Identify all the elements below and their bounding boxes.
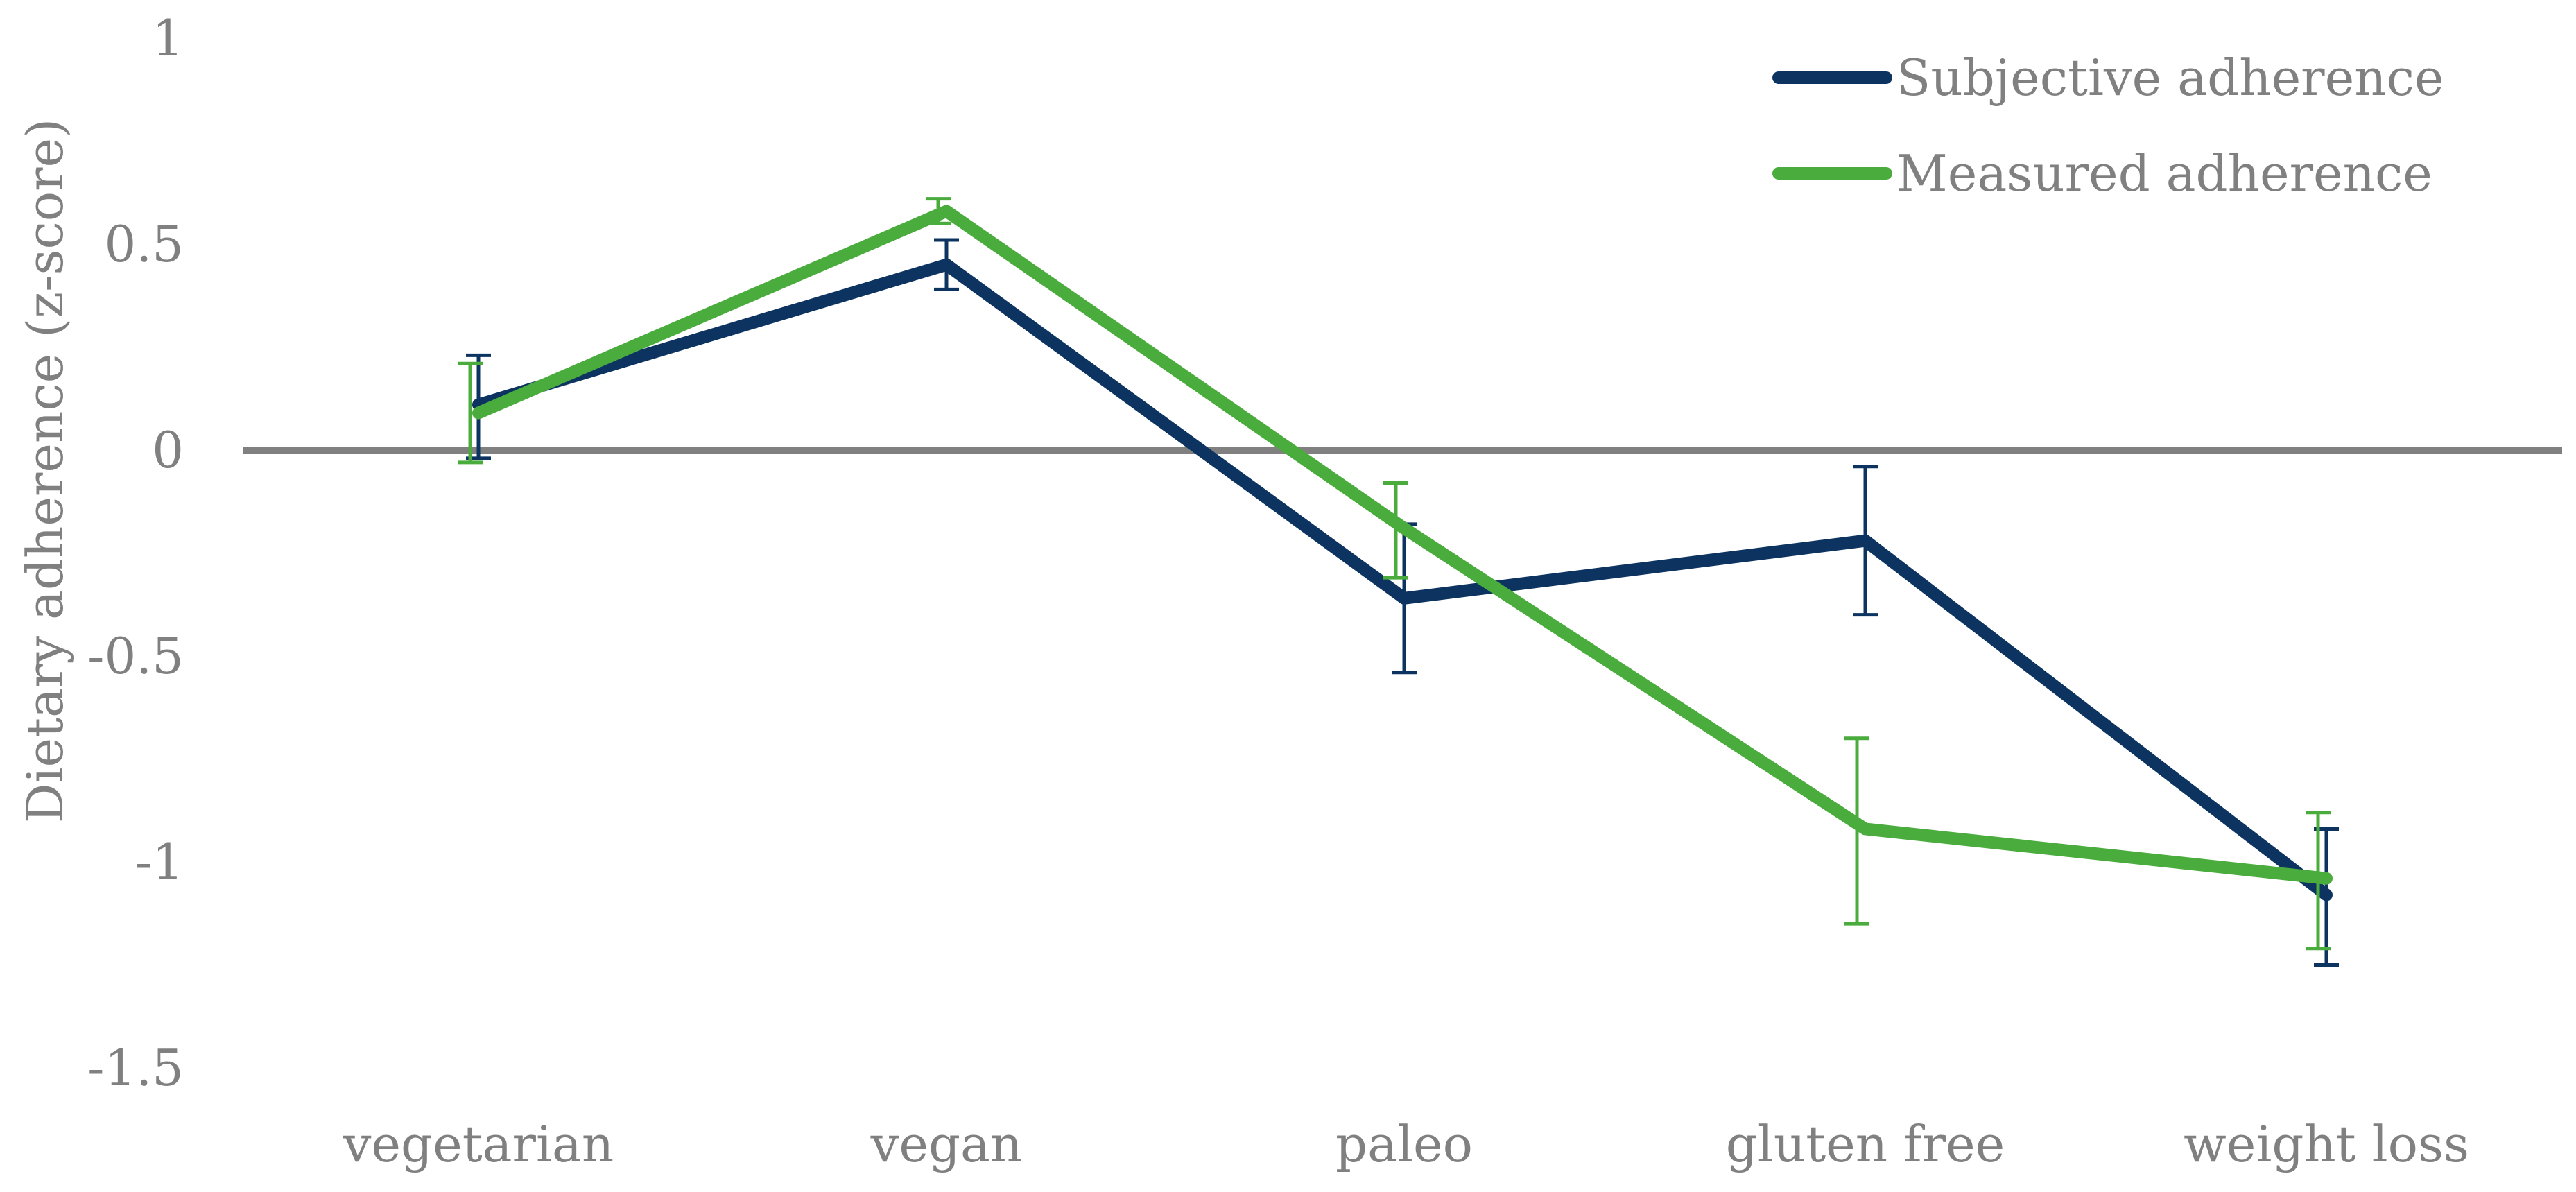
y-axis-ticks: 1 0.5 0 -0.5 -1 -1.5 [87,9,184,1097]
y-axis-title: Dietary adherence (z-score) [16,119,74,824]
y-tick-label: -1.5 [87,1039,184,1097]
series-line [472,205,2333,885]
x-category-label: vegan [870,1115,1023,1173]
series-layer [458,197,2339,967]
x-category-label: paleo [1335,1115,1473,1173]
y-tick-label: -1 [135,833,184,891]
x-category-label: vegetarian [343,1115,614,1173]
x-axis-category-labels: vegetarian vegan paleo gluten free weight lo… [343,1115,2469,1173]
x-category-label: weight loss [2184,1115,2469,1173]
y-tick-label: 0.5 [104,215,184,273]
legend-item: Measured adherence [1772,144,2432,202]
y-tick-label: 1 [152,9,184,67]
series-subjective [466,238,2339,967]
y-tick-label: 0 [152,421,184,479]
error-bar [1844,736,1869,926]
legend: Subjective adherence Measured adherence [1772,49,2444,202]
error-bar [458,361,483,465]
error-bar [1383,481,1408,580]
series-line [472,258,2333,901]
series-measured [458,197,2333,951]
legend-label: Measured adherence [1896,144,2432,202]
y-tick-label: -0.5 [87,627,184,685]
x-category-label: gluten free [1726,1115,2005,1173]
legend-item: Subjective adherence [1772,49,2444,107]
legend-label: Subjective adherence [1896,49,2444,107]
